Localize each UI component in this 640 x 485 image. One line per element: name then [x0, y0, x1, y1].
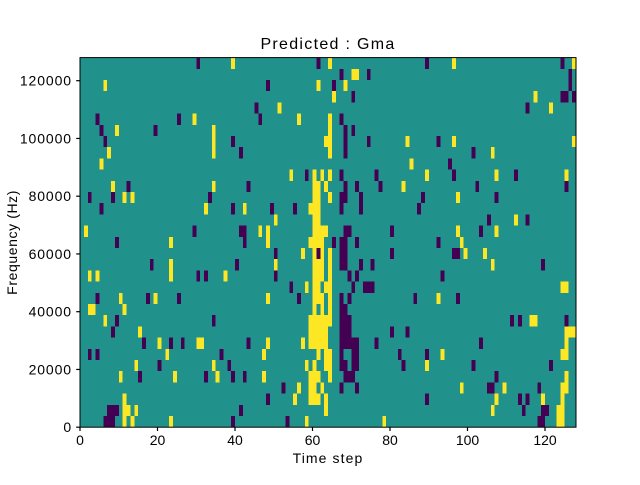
svg-text:Predicted : Gma: Predicted : Gma: [260, 36, 395, 53]
svg-text:100000: 100000: [20, 130, 72, 146]
svg-text:100: 100: [456, 432, 480, 448]
svg-text:60000: 60000: [29, 246, 72, 262]
svg-text:120000: 120000: [20, 73, 72, 89]
svg-text:40: 40: [227, 432, 243, 448]
svg-text:80: 80: [382, 432, 398, 448]
svg-text:0: 0: [63, 419, 72, 435]
svg-text:0: 0: [76, 432, 84, 448]
svg-text:120: 120: [533, 432, 557, 448]
svg-text:Frequency (Hz): Frequency (Hz): [4, 190, 20, 295]
svg-text:20: 20: [150, 432, 166, 448]
svg-text:80000: 80000: [29, 188, 72, 204]
svg-text:60: 60: [305, 432, 321, 448]
svg-text:20000: 20000: [29, 361, 72, 377]
svg-text:40000: 40000: [29, 304, 72, 320]
svg-text:Time step: Time step: [293, 450, 364, 466]
